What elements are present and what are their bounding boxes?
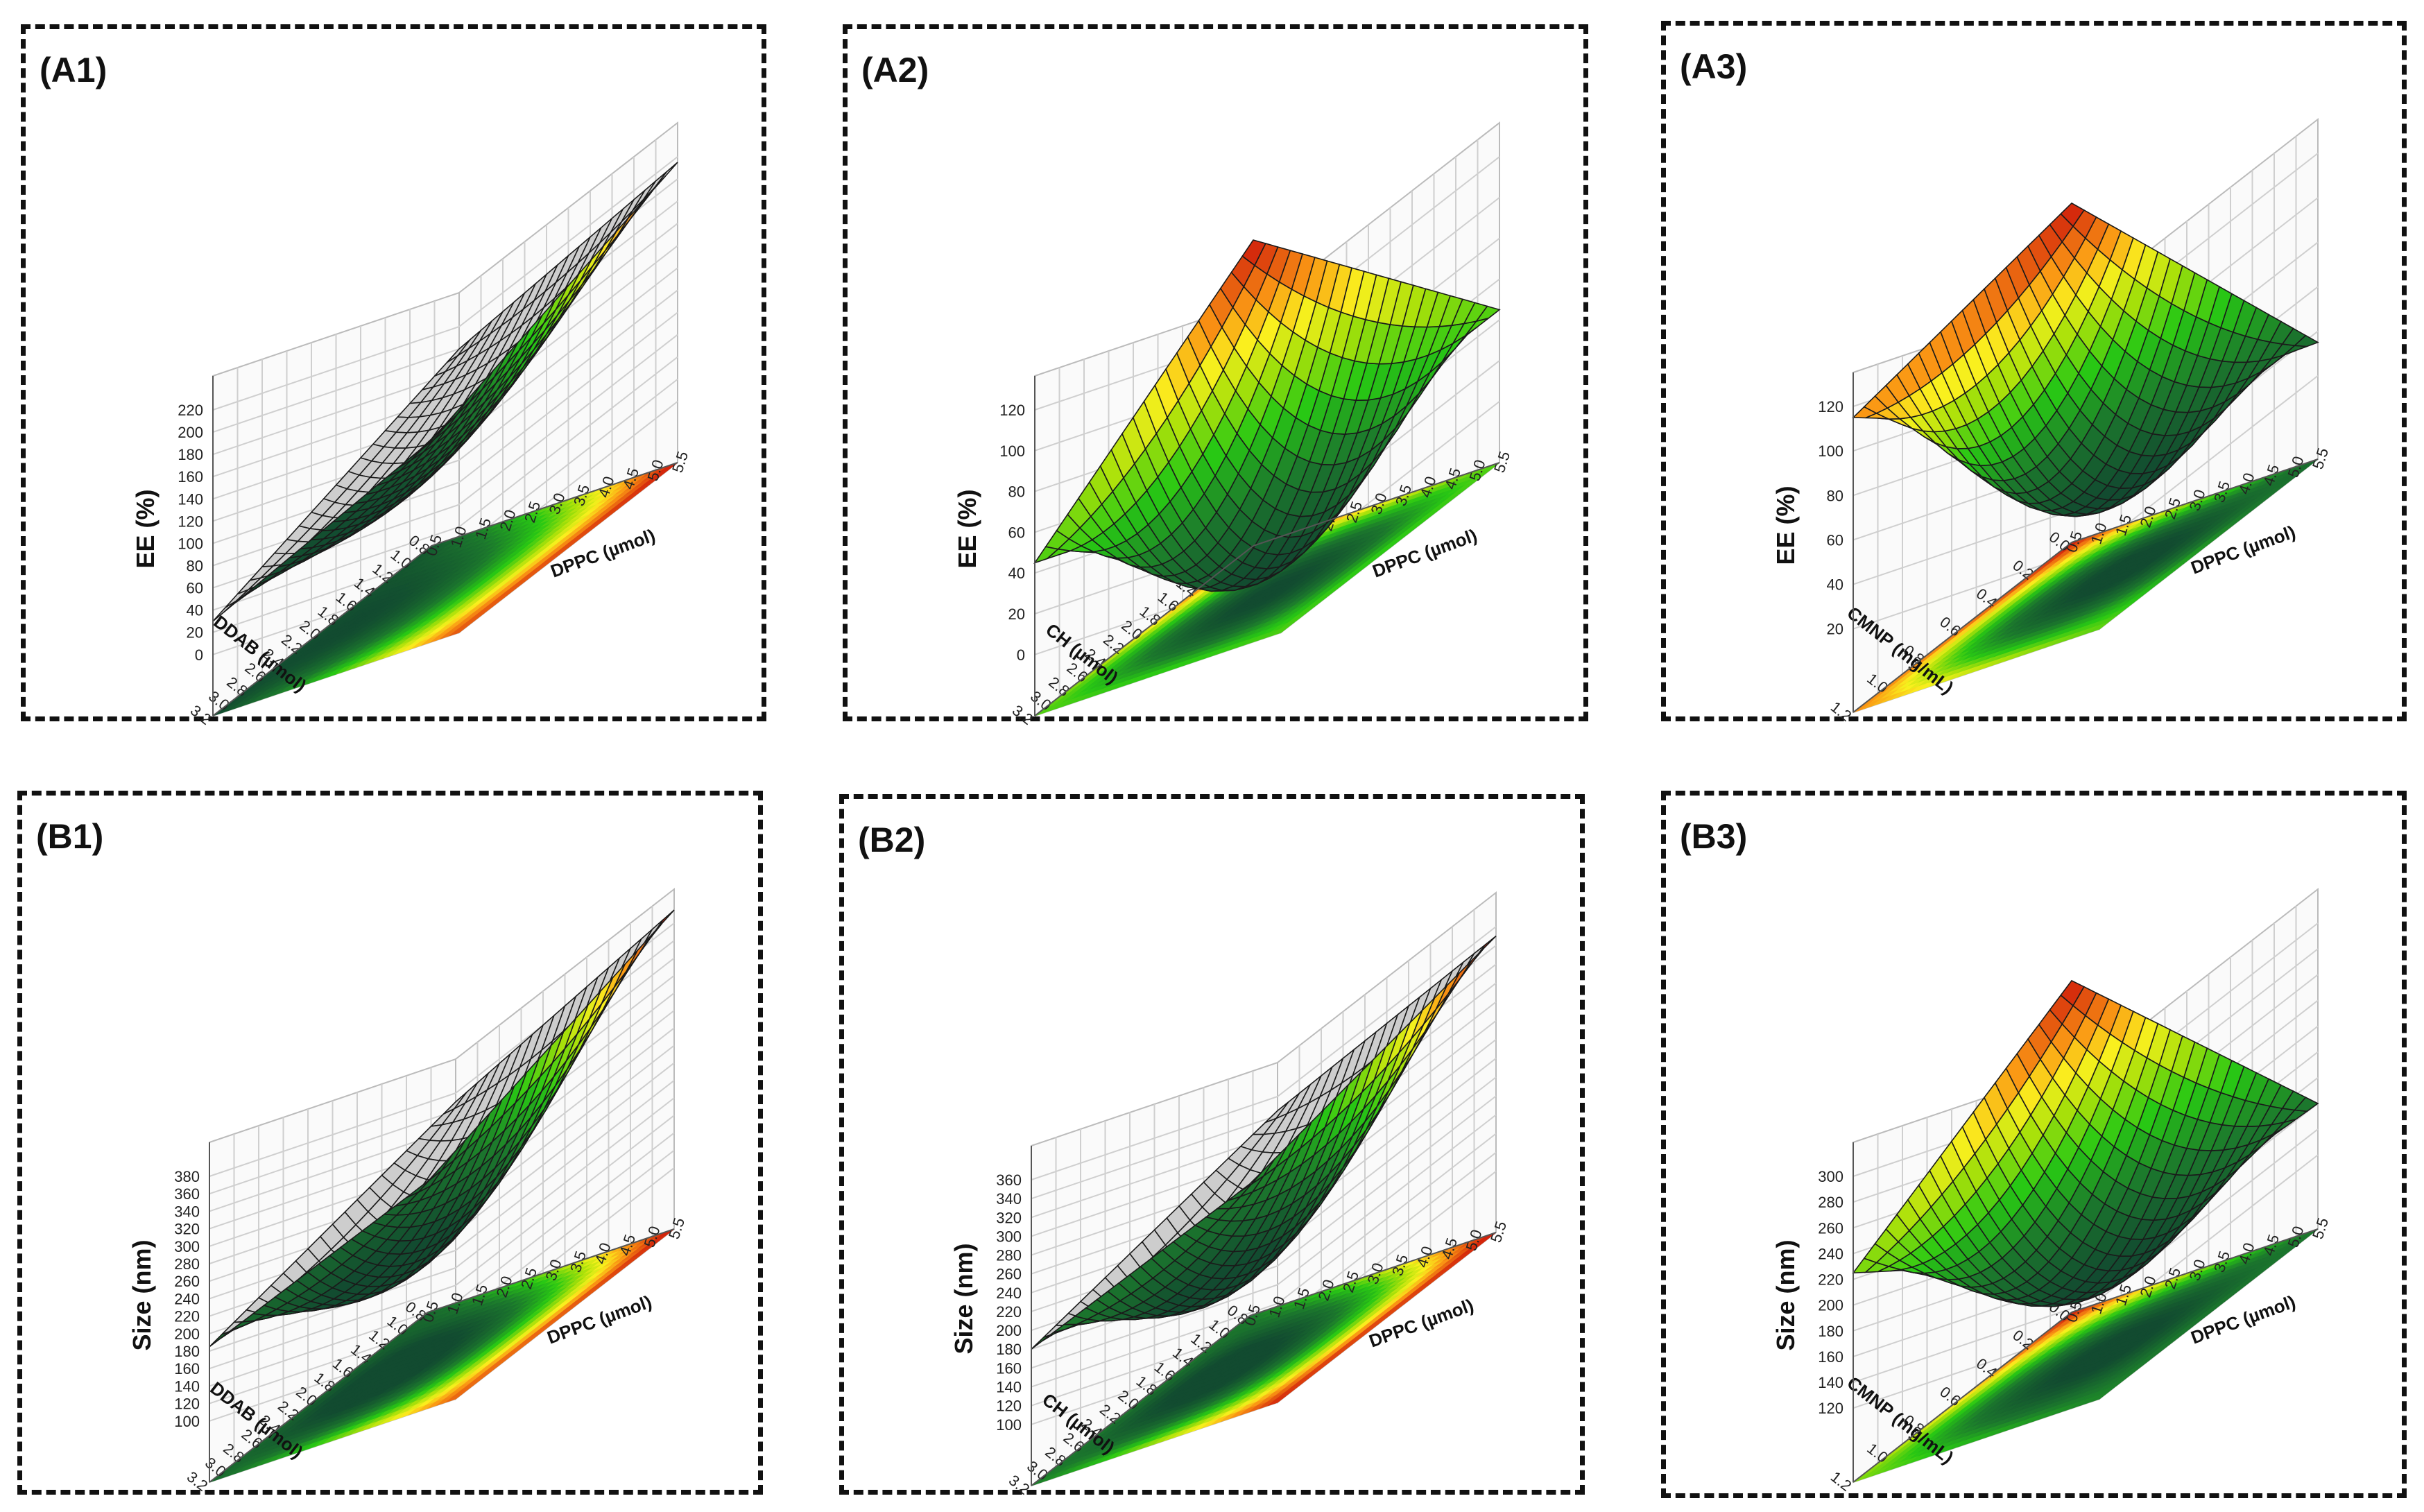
z-tick-label: 100 [178,535,203,552]
y-tick-label: 3.2 [187,701,214,728]
wall-gridline [1031,926,1497,1180]
z-tick-label: 80 [1008,483,1025,501]
response-surface [1033,239,1501,592]
z-tick-label: 300 [174,1238,200,1255]
floor-cell [2090,622,2108,633]
z-tick-label: 180 [174,1343,200,1360]
z-tick-label: 0 [1017,646,1025,664]
wall-gridline [209,1097,675,1352]
z-tick-label: 160 [178,468,203,486]
x-axis-line [2071,458,2319,543]
z-tick-label: 140 [178,490,203,508]
wall-gridline [1031,1095,1497,1350]
z-tick-label: 120 [178,513,203,530]
y-tick-label: 3.2 [184,1468,211,1495]
z-tick-label: 40 [187,602,203,619]
floor-cell [1271,626,1290,637]
panel-A1: (A1) 0 20 40 60 80 100 120 140 160 180 200 220 EE (%… [21,24,766,728]
wall-gridline [212,356,678,611]
z-tick-label: 0 [195,646,203,664]
z-tick-label: 220 [174,1308,200,1325]
z-tick-label: 100 [174,1413,200,1430]
response-surface [1852,202,2319,517]
z-tick-label: 340 [174,1203,200,1220]
z-axis-label: EE (%) [1771,486,1800,565]
z-tick-label: 40 [1827,576,1843,594]
floor-contour [1031,1232,1497,1486]
z-tick-label: 60 [1008,524,1025,541]
wall-gridline [1031,1114,1497,1369]
floor-cell [446,1392,465,1403]
panel-label: (B2) [858,821,926,859]
y-axis-line [209,1312,429,1483]
panel-label: (A1) [40,51,108,89]
floor-contour [209,1228,675,1483]
z-tick-label: 240 [174,1290,200,1307]
panel-label: (B1) [36,817,104,856]
surface-cell [2060,202,2085,227]
response-surface [209,909,675,1348]
z-tick-label: 180 [178,446,203,463]
floor-contour [1853,458,2319,713]
panel-A2: (A2) 0 20 40 60 80 100 120 EE (%) 3.2 3.0 2.8 2.6 2.… [843,24,1588,728]
z-tick-label: 160 [174,1360,200,1377]
panel-label: (A2) [861,51,929,89]
x-axis-line [431,462,678,547]
wall-gridline [1031,1133,1497,1388]
z-tick-label: 260 [174,1273,200,1290]
y-axis-line [1853,542,2072,713]
z-tick-label: 140 [174,1377,200,1395]
z-axis-label: EE (%) [953,489,981,568]
panel-A3: (A3) 20 40 60 80 100 120 EE (%) 1.2 1.0 0.8 0.6 0.4… [1661,21,2407,725]
z-axis-label: EE (%) [131,489,160,568]
z-tick-label: 20 [1827,621,1843,638]
y-axis-line [1034,545,1254,716]
z-tick-label: 100 [1818,443,1843,460]
z-tick-label: 60 [187,580,203,597]
y-tick-label: 3.2 [1009,701,1036,728]
wall-gridline [209,1115,675,1370]
surface-cell [416,1167,441,1190]
x-axis-line [1253,462,1500,547]
response-surface [212,162,678,622]
panel-label: (A3) [1680,47,1748,86]
surface-cell [420,426,445,450]
z-tick-label: 200 [174,1325,200,1343]
z-tick-label: 120 [174,1395,200,1413]
wall-gridline [212,289,678,544]
panel-B2: (B2) 100 120 140 160 180 200 220 240 260 280 300 32… [839,794,1585,1498]
z-tick-label: 100 [999,443,1025,460]
surface-plot-B1: 1001201401601802002202402602803003203403… [128,887,688,1495]
floor-contour [1034,462,1500,716]
z-tick-label: 120 [999,402,1025,419]
z-tick-label: 280 [174,1255,200,1273]
z-tick-label: 200 [178,424,203,441]
z-tick-label: 220 [178,402,203,419]
y-tick-label: 1.2 [1828,698,1855,725]
floor-cell [449,626,468,637]
z-tick-label: 380 [174,1168,200,1185]
surface-plot-B2: 1001201401601802002202402602803003203403… [949,891,1510,1498]
z-tick-label: 120 [1818,398,1843,415]
z-tick-label: 80 [1827,487,1843,504]
z-tick-label: 320 [174,1221,200,1238]
surface-cell [1241,239,1266,266]
panel-B1: (B1) 100 120 140 160 180 200 220 240 260 280 300 32… [17,791,763,1495]
x-axis-line [427,1228,675,1313]
y-axis-line [212,545,432,716]
z-tick-label: 60 [1827,531,1843,549]
z-tick-label: 20 [1008,605,1025,623]
z-tick-label: 20 [187,624,203,642]
floor-contour [212,462,678,716]
z-tick-label: 40 [1008,565,1025,582]
z-axis-label: Size (nm) [128,1239,156,1350]
z-tick-label: 360 [174,1185,200,1203]
wall-gridline [212,156,678,411]
z-tick-label: 80 [187,558,203,575]
